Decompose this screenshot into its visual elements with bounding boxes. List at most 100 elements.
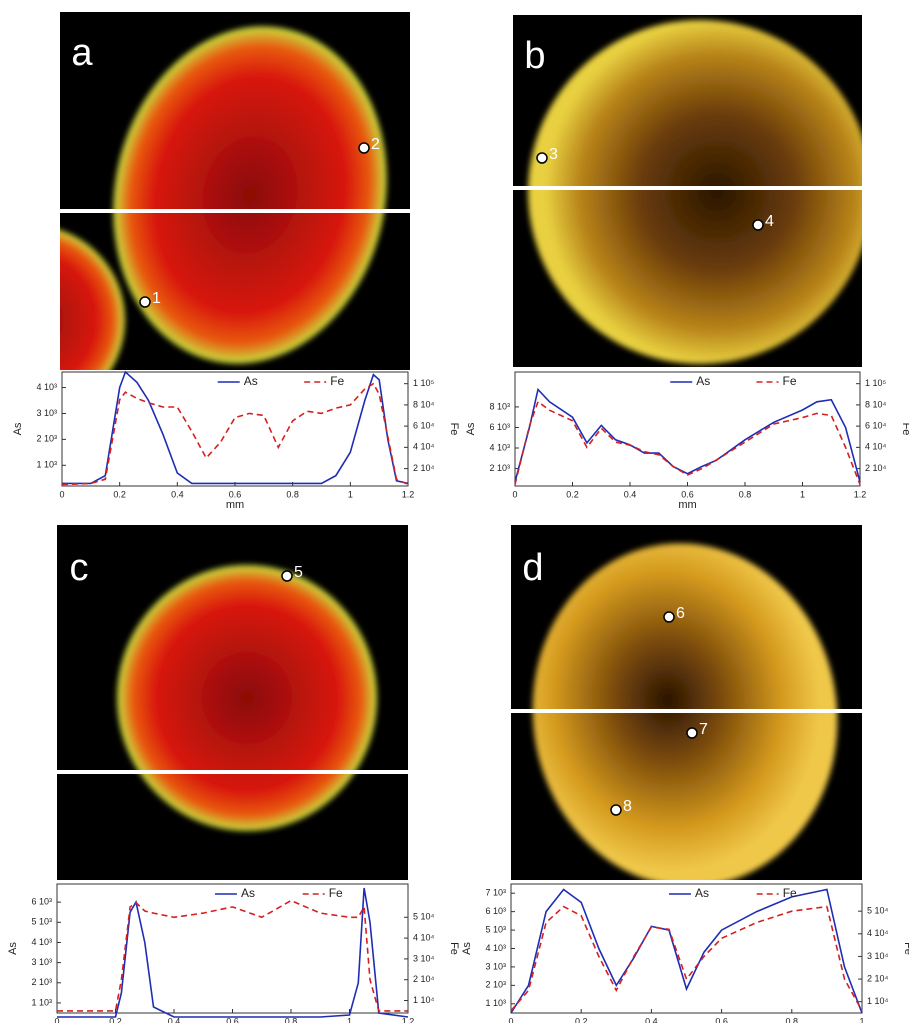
plot-area: [514, 371, 861, 487]
x-tick-label: 0.6: [681, 489, 694, 499]
y2-tick-label: 1 10⁵: [413, 378, 435, 388]
series-line: [57, 887, 409, 1018]
y2-axis-label: Fe: [448, 423, 460, 436]
map-image: [511, 525, 862, 880]
map-image: [57, 525, 408, 880]
y-tick-label: 7 10³: [485, 888, 506, 898]
x-tick-label: 1: [348, 489, 353, 499]
y-tick-label: 2 10³: [36, 434, 57, 444]
sample-map: [60, 229, 125, 370]
y2-tick-label: 2 10⁴: [865, 463, 887, 473]
point-label: 6: [676, 605, 685, 622]
x-tick-label: 0.8: [786, 1016, 799, 1023]
y-tick-label: 4 10³: [31, 937, 52, 947]
y-tick-label: 2 10³: [489, 463, 510, 473]
series-line: [514, 400, 861, 485]
x-tick-label: 0: [54, 1016, 59, 1023]
sample-map: [532, 543, 838, 880]
series-line: [57, 899, 408, 1012]
series-line: [62, 370, 409, 485]
y2-tick-label: 8 10⁴: [865, 399, 887, 409]
x-tick-label: 0.8: [285, 1016, 298, 1023]
y2-tick-label: 4 10⁴: [867, 928, 889, 938]
point-label: 8: [623, 798, 632, 815]
y-tick-label: 1 10³: [36, 460, 57, 470]
point-marker: [752, 219, 764, 231]
y2-tick-label: 1 10⁵: [865, 378, 887, 388]
point-marker: [139, 296, 151, 308]
panel-letter: c: [70, 547, 89, 589]
x-tick-label: 0.6: [229, 489, 242, 499]
y-tick-label: 2 10³: [31, 977, 52, 987]
y2-tick-label: 4 10⁴: [413, 932, 435, 942]
y-tick-label: 2 10³: [485, 980, 506, 990]
x-tick-label: 0: [512, 489, 517, 499]
x-tick-label: 0.6: [715, 1016, 728, 1023]
y2-axis-label: Fe: [902, 942, 909, 955]
y-tick-label: 1 10³: [31, 997, 52, 1007]
y2-tick-label: 1 10⁴: [867, 996, 889, 1006]
y-tick-label: 5 10³: [485, 924, 506, 934]
series-line: [510, 905, 863, 1012]
y2-tick-label: 3 10⁴: [867, 951, 889, 961]
y-axis-label: As: [7, 942, 19, 955]
y-tick-label: 6 10³: [489, 422, 510, 432]
map-content: [60, 26, 410, 370]
x-tick-label: 0: [508, 1016, 513, 1023]
legend-label: Fe: [783, 886, 797, 900]
x-tick-label: 1: [347, 1016, 352, 1023]
map-content: [511, 543, 862, 880]
y2-tick-label: 6 10⁴: [413, 421, 435, 431]
x-axis-label: mm: [678, 499, 696, 511]
x-tick-label: 1.2: [402, 489, 415, 499]
y2-tick-label: 5 10⁴: [867, 906, 889, 916]
y2-tick-label: 2 10⁴: [867, 973, 889, 983]
point-marker: [281, 570, 293, 582]
y2-tick-label: 2 10⁴: [413, 974, 435, 984]
y2-axis-label: Fe: [900, 423, 909, 436]
legend-label: As: [696, 374, 710, 388]
point-label: 3: [549, 146, 558, 163]
legend-label: Fe: [329, 886, 343, 900]
x-tick-label: 0.4: [645, 1016, 658, 1023]
panel-letter: b: [524, 35, 545, 77]
x-tick-label: 0.2: [575, 1016, 588, 1023]
y2-tick-label: 3 10⁴: [413, 953, 435, 963]
y-tick-label: 3 10³: [36, 408, 57, 418]
x-tick-label: 0.2: [109, 1016, 122, 1023]
x-tick-label: 0.2: [113, 489, 126, 499]
point-marker: [536, 152, 548, 164]
y-tick-label: 8 10³: [489, 401, 510, 411]
y-tick-label: 4 10³: [489, 442, 510, 452]
y2-tick-label: 8 10⁴: [413, 399, 435, 409]
y-tick-label: 6 10³: [485, 906, 506, 916]
x-tick-label: 0.4: [171, 489, 184, 499]
y-axis-label: As: [465, 422, 477, 435]
plot-area: [56, 883, 409, 1014]
y-axis-label: As: [12, 422, 24, 435]
x-axis-label: mm: [226, 499, 244, 511]
sample-map: [113, 26, 387, 364]
x-tick-label: 1.2: [854, 489, 867, 499]
point-marker: [358, 142, 370, 154]
y-tick-label: 6 10³: [31, 897, 52, 907]
x-tick-label: 1.2: [402, 1016, 415, 1023]
map-image: [60, 12, 410, 370]
x-tick-label: 0: [59, 489, 64, 499]
x-tick-label: 0.8: [286, 489, 299, 499]
x-tick-label: 1: [800, 489, 805, 499]
series-line: [61, 382, 409, 486]
y2-tick-label: 6 10⁴: [865, 421, 887, 431]
y2-tick-label: 2 10⁴: [413, 463, 435, 473]
legend-label: As: [695, 886, 709, 900]
plot-area: [510, 883, 863, 1014]
legend-label: Fe: [783, 374, 797, 388]
map-content: [57, 565, 408, 831]
sample-map: [528, 20, 862, 364]
sample-map: [117, 565, 377, 831]
y2-tick-label: 4 10⁴: [413, 442, 435, 452]
y2-axis-label: Fe: [448, 942, 460, 955]
y-tick-label: 5 10³: [31, 917, 52, 927]
x-tick-label: 0.2: [566, 489, 579, 499]
